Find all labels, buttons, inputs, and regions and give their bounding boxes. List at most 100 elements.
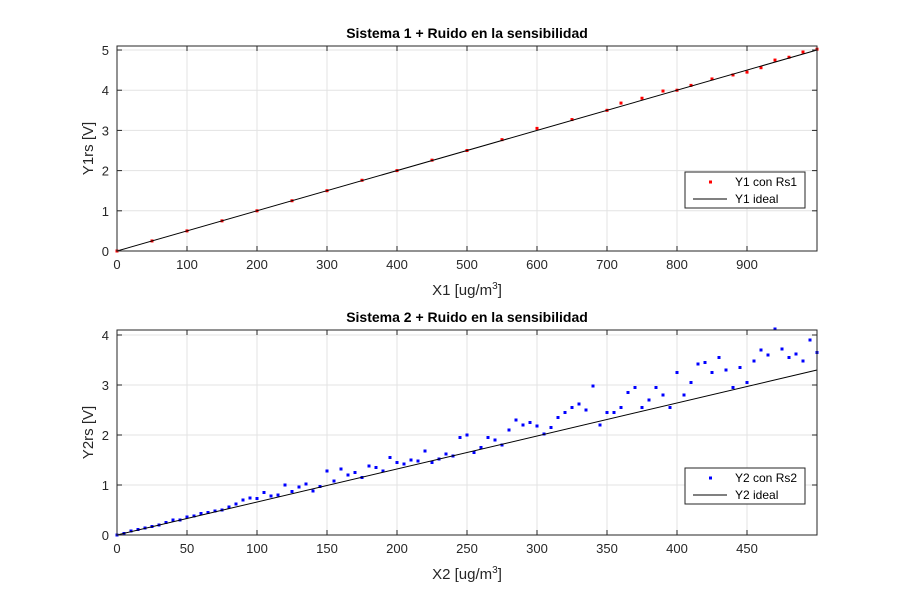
data-point: [297, 485, 301, 489]
data-point: [486, 436, 490, 439]
data-point: [717, 356, 721, 359]
data-point: [759, 348, 763, 352]
legend-marker-swatch: [709, 180, 712, 184]
data-point: [521, 423, 525, 427]
data-point: [458, 436, 462, 439]
x-tick-label: 200: [386, 541, 408, 556]
data-point: [430, 461, 434, 464]
data-point: [808, 338, 812, 342]
data-point: [262, 491, 266, 494]
x-tick-label: 800: [666, 257, 688, 272]
data-point: [780, 347, 784, 351]
x-tick-label: 300: [316, 257, 338, 272]
data-point: [619, 406, 623, 409]
data-point: [570, 406, 574, 409]
data-point: [311, 489, 315, 493]
y-axis-label: Y2rs [V]: [80, 406, 97, 459]
data-point: [395, 461, 399, 464]
data-point: [325, 469, 329, 473]
data-point: [745, 70, 749, 74]
y-tick-label: 1: [102, 204, 109, 219]
data-point: [577, 402, 581, 406]
data-point: [654, 386, 658, 389]
data-point: [731, 73, 735, 77]
data-point: [584, 408, 588, 412]
data-point: [500, 138, 504, 142]
data-point: [500, 443, 504, 447]
data-point: [640, 96, 644, 100]
data-point: [213, 509, 217, 513]
data-point: [535, 424, 539, 428]
data-point: [388, 456, 392, 459]
y-tick-label: 0: [102, 244, 109, 259]
data-point: [472, 451, 476, 454]
data-point: [206, 511, 210, 514]
data-point: [493, 438, 497, 442]
data-point: [423, 449, 427, 453]
data-point: [724, 368, 728, 372]
data-point: [248, 496, 252, 500]
series-line-ideal: [116, 369, 818, 536]
data-point: [507, 428, 511, 432]
data-point: [766, 353, 770, 357]
x-tick-label: 700: [596, 257, 618, 272]
data-point: [549, 426, 553, 429]
data-point: [353, 471, 357, 474]
data-point: [598, 423, 602, 427]
legend: Y2 con Rs2 Y2 ideal: [684, 467, 806, 505]
x-axis-label: X2 [ug/m3]: [432, 565, 502, 583]
data-point: [752, 359, 756, 363]
x-tick-label: 100: [176, 257, 198, 272]
data-point: [710, 77, 714, 81]
chart-title: Sistema 1 + Ruido en la sensibilidad: [346, 25, 588, 41]
data-point: [528, 421, 532, 424]
x-tick-label: 300: [526, 541, 548, 556]
x-tick-label: 900: [736, 257, 758, 272]
data-point: [570, 118, 574, 122]
y-tick-label: 0: [102, 528, 109, 543]
data-point: [374, 466, 378, 469]
y-tick-label: 4: [102, 83, 109, 98]
y-tick-label: 2: [102, 164, 109, 179]
y-tick-label: 3: [102, 123, 109, 138]
data-point: [787, 55, 791, 59]
data-point: [255, 497, 259, 500]
x-tick-label: 150: [316, 541, 338, 556]
x-tick-label: 450: [736, 541, 758, 556]
data-point: [640, 406, 644, 409]
data-point: [759, 66, 763, 70]
data-point: [591, 384, 595, 388]
y-tick-label: 4: [102, 328, 109, 343]
data-point: [794, 352, 798, 356]
legend-box: [684, 171, 806, 209]
data-point: [192, 514, 196, 518]
data-point: [402, 462, 406, 466]
data-point: [738, 366, 742, 369]
x-tick-label: 0: [113, 257, 120, 272]
data-point: [647, 398, 651, 402]
x-tick-label: 600: [526, 257, 548, 272]
x-tick-label: 500: [456, 257, 478, 272]
data-point: [304, 482, 308, 486]
data-point: [801, 50, 805, 54]
data-point: [661, 393, 665, 397]
data-point: [773, 58, 777, 62]
y-axis-label: Y1rs [V]: [80, 122, 97, 175]
data-point: [535, 126, 539, 130]
data-point: [164, 521, 168, 524]
data-point: [381, 469, 385, 473]
data-point: [661, 89, 665, 93]
x-tick-label: 400: [666, 541, 688, 556]
x-tick-label: 50: [180, 541, 194, 556]
data-point: [276, 493, 280, 497]
data-point: [136, 528, 140, 531]
series-line-ideal: [116, 49, 818, 252]
y-tick-label: 1: [102, 478, 109, 493]
data-point: [171, 518, 175, 522]
x-tick-label: 100: [246, 541, 268, 556]
legend-entry: Y2 ideal: [735, 488, 778, 502]
legend-entry: Y1 con Rs1: [735, 175, 797, 189]
data-point: [416, 459, 420, 463]
